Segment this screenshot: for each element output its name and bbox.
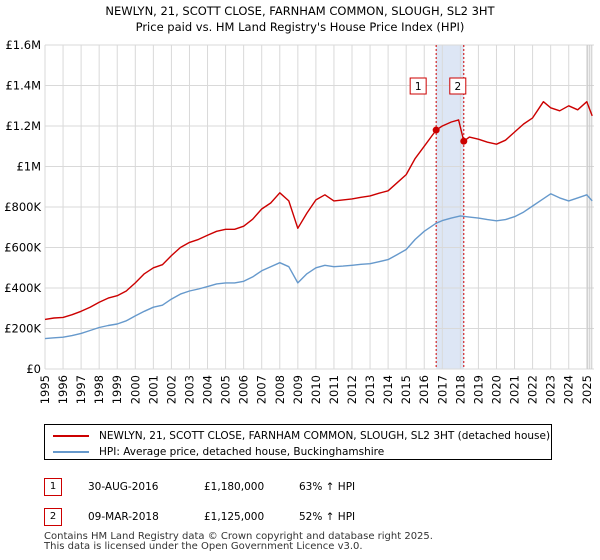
x-tick-label: 2001 [146, 375, 160, 404]
legend-label-property: NEWLYN, 21, SCOTT CLOSE, FARNHAM COMMON,… [99, 430, 551, 442]
x-tick-label: 2004 [201, 375, 215, 404]
sale-date: 09-MAR-2018 [88, 511, 159, 523]
x-tick-label: 2014 [381, 375, 395, 404]
x-tick-label: 1997 [74, 375, 88, 404]
y-tick-label: £200K [4, 322, 41, 336]
sale-number-badge: 2 [44, 508, 62, 526]
legend-item-hpi: HPI: Average price, detached house, Buck… [53, 446, 384, 458]
property-price-line [44, 100, 593, 321]
footer-copyright: Contains HM Land Registry data © Crown c… [44, 531, 433, 542]
x-tick-label: 2015 [399, 375, 413, 404]
x-tick-label: 2006 [237, 375, 251, 404]
y-tick-label: £800K [4, 200, 41, 214]
x-tick-label: 2002 [164, 375, 178, 404]
y-tick-label: £1.4M [5, 79, 41, 93]
x-tick-label: 2003 [182, 375, 196, 404]
x-tick-label: 2013 [363, 375, 377, 404]
sale-point [460, 137, 468, 145]
footer: Contains HM Land Registry data © Crown c… [44, 532, 433, 552]
x-tick-label: 2018 [453, 375, 467, 404]
sale-hpi-change: 63% ↑ HPI [299, 481, 356, 493]
x-tick-label: 2020 [489, 375, 503, 404]
hpi-line [44, 193, 593, 340]
footer-licence: This data is licensed under the Open Gov… [44, 541, 363, 552]
x-tick-label: 2012 [345, 375, 359, 404]
sale-label-box [409, 77, 427, 95]
sale-label-text: 1 [415, 81, 422, 93]
legend-swatch-red [53, 435, 89, 437]
x-tick-label: 2019 [471, 375, 485, 404]
table-row: 2 09-MAR-2018 £1,125,000 52% ↑ HPI [44, 508, 464, 528]
chart-subtitle: Price paid vs. HM Land Registry's House … [136, 20, 465, 34]
x-tick-label: 2007 [255, 375, 269, 404]
x-tick-label: 2023 [544, 375, 558, 404]
sale-hpi-change: 52% ↑ HPI [299, 511, 356, 523]
x-tick-label: 2022 [526, 375, 540, 404]
x-tick-label: 2008 [273, 375, 287, 404]
chart-title: NEWLYN, 21, SCOTT CLOSE, FARNHAM COMMON,… [105, 4, 495, 18]
y-tick-label: £1.6M [5, 38, 41, 52]
x-tick-label: 2011 [327, 375, 341, 404]
x-tick-label: 2009 [291, 375, 305, 404]
x-tick-label: 2010 [309, 375, 323, 404]
sale-price: £1,180,000 [204, 481, 265, 493]
table-row: 1 30-AUG-2016 £1,180,000 63% ↑ HPI [44, 478, 464, 498]
y-tick-label: £1M [16, 160, 41, 174]
y-tick-label: £400K [4, 281, 41, 295]
sale-label-box [449, 77, 467, 95]
legend: NEWLYN, 21, SCOTT CLOSE, FARNHAM COMMON,… [44, 424, 552, 460]
x-tick-label: 1996 [56, 375, 70, 404]
x-tick-label: 2021 [508, 375, 522, 404]
price-chart: NEWLYN, 21, SCOTT CLOSE, FARNHAM COMMON,… [4, 4, 594, 404]
x-tick-label: 2005 [219, 375, 233, 404]
legend-swatch-blue [53, 451, 89, 453]
x-tick-label: 2000 [128, 375, 142, 404]
x-tick-label: 2025 [580, 375, 594, 404]
sale-number-badge: 1 [44, 478, 62, 496]
x-tick-label: 1998 [92, 375, 106, 404]
sale-price: £1,125,000 [204, 511, 265, 523]
y-tick-label: £0 [26, 362, 41, 376]
x-tick-label: 1995 [38, 375, 52, 404]
legend-item-property: NEWLYN, 21, SCOTT CLOSE, FARNHAM COMMON,… [53, 430, 550, 442]
x-tick-label: 2024 [562, 375, 576, 404]
x-tick-label: 2016 [417, 375, 431, 404]
sale-label-text: 2 [454, 81, 461, 93]
y-tick-label: £600K [4, 241, 41, 255]
legend-label-hpi: HPI: Average price, detached house, Buck… [99, 446, 385, 458]
y-tick-label: £1.2M [5, 119, 41, 133]
x-tick-label: 2017 [435, 375, 449, 404]
sale-point [432, 126, 440, 134]
x-tick-label: 1999 [110, 375, 124, 404]
sale-date: 30-AUG-2016 [88, 481, 159, 493]
